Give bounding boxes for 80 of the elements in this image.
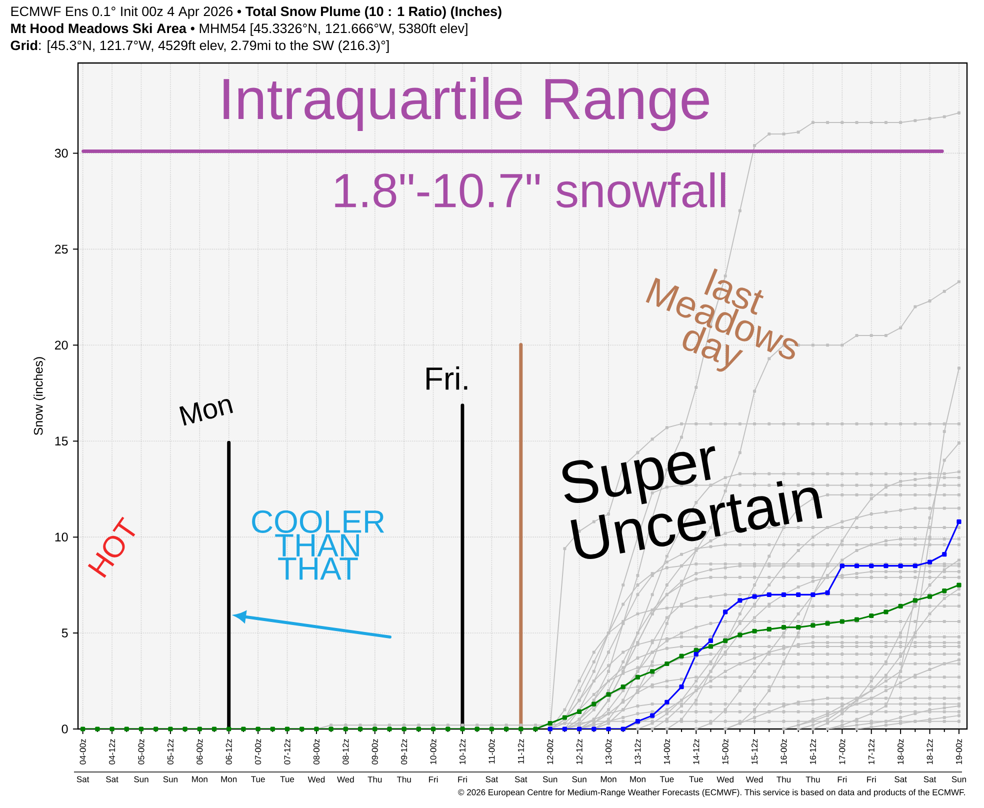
x-tick-label: 08-12z — [342, 739, 349, 764]
text: Tue — [689, 776, 703, 782]
text: Wed — [308, 776, 325, 783]
x-tick-label: 04-00z — [80, 739, 86, 764]
y-tick-label: 5 — [62, 628, 68, 638]
x-tick-label: 11-00z — [488, 739, 495, 764]
x-tick-label: 14-00z — [664, 739, 670, 764]
y-tick-label: 25 — [55, 244, 68, 254]
text: Fri — [838, 776, 847, 782]
text: Sun — [542, 776, 558, 782]
text: Sun — [952, 776, 966, 782]
annotation: 1.8"-10.7" snowfall — [335, 172, 726, 208]
x-tick-label: 06-12z — [226, 739, 232, 764]
x-tick-label: 15-00z — [722, 739, 728, 764]
chart-title: ECMWF Ens 0.1° Init 00z 4 Apr 2026 • Total Snow Plume (10 : 1 Ratio) (Inches) — [11, 6, 502, 19]
text: Wed — [337, 776, 354, 783]
x-tick-label: 04-12z — [109, 739, 116, 764]
annotation: COOLER THAN THAT — [252, 510, 384, 580]
x-tick-label: 16-00z — [780, 739, 787, 764]
text: Fri — [429, 776, 438, 782]
text: Sat — [486, 776, 498, 782]
y-tick-label: 10 — [55, 532, 68, 542]
text: © 2026 European Centre for Medium-Range Weather Forecasts (ECMWF). This service is based on data and products of the ECMWF. — [458, 789, 965, 797]
x-tick-label: 10-00z — [430, 739, 436, 764]
x-tick-label: 11-12z — [518, 739, 524, 764]
x-tick-label: 09-00z — [372, 739, 378, 764]
text: Sat — [514, 776, 528, 782]
text: Fri — [458, 776, 467, 782]
x-tick-label: 05-00z — [138, 739, 144, 764]
text: Sat — [106, 776, 118, 782]
x-tick-label: 18-00z — [898, 739, 904, 764]
y-tick-label: 30 — [54, 148, 68, 158]
y-tick-label: 0 — [62, 724, 68, 734]
text: Sun — [572, 776, 586, 782]
x-tick-label: 10-12z — [459, 739, 466, 764]
text: Mon — [630, 776, 646, 782]
ref-line-label: Mon — [179, 399, 234, 426]
text: Sat — [924, 776, 936, 782]
x-tick-label: 12-12z — [576, 739, 582, 764]
ref-line-label: Intraquartile Range — [224, 76, 709, 132]
y-tick-label: 20 — [55, 340, 68, 350]
y-tick-label: 15 — [55, 436, 68, 446]
x-tick-label: 06-00z — [196, 739, 203, 764]
text: Tue — [660, 776, 674, 782]
text: Tue — [280, 776, 294, 782]
y-axis-title: Snow (inches) — [34, 357, 46, 436]
x-tick-label: 09-12z — [401, 739, 408, 764]
x-tick-label: 15-12z — [752, 739, 758, 764]
text: Fri — [867, 776, 876, 782]
text: Mon — [221, 776, 237, 782]
text: Sun — [163, 776, 178, 782]
x-tick-label: 14-12z — [693, 739, 700, 764]
x-tick-label: 05-12z — [167, 739, 174, 764]
text: Thu — [806, 776, 820, 783]
text: Wed — [746, 776, 763, 783]
x-tick-label: 08-00z — [313, 739, 320, 764]
x-tick-label: 19-00z — [956, 739, 962, 764]
x-tick-label: 17-12z — [868, 739, 874, 764]
x-tick-label: 16-12z — [810, 739, 816, 764]
chart-subtitle: Mt Hood Meadows Ski Area • MHM54 [45.3326°N, 121.666°W, 5380ft elev] — [11, 23, 468, 36]
text: Grid: [45.3°N, 121.7°W, 4529ft elev, 2.79mi to the SW (216.3)°] — [10, 40, 389, 53]
text: Mon — [192, 776, 208, 782]
text: Thu — [396, 776, 411, 783]
text: Mon — [600, 776, 616, 782]
text: Tue — [251, 776, 265, 782]
x-tick-label: 17-00z — [839, 739, 846, 764]
x-tick-label: 13-12z — [634, 739, 641, 764]
text: Thu — [776, 776, 791, 783]
text: Thu — [368, 776, 382, 783]
x-tick-label: 13-00z — [606, 739, 612, 764]
annotation: Super Uncertain — [562, 446, 822, 560]
text: Wed — [716, 776, 734, 783]
x-tick-label: 07-12z — [284, 739, 290, 764]
x-tick-label: 18-12z — [926, 739, 933, 764]
ref-line-label: Fri. — [426, 366, 468, 390]
x-tick-label: 12-00z — [547, 739, 554, 764]
text: Sat — [76, 776, 90, 782]
text: Sat — [894, 776, 907, 782]
x-tick-label: 07-00z — [255, 739, 262, 764]
text: Sun — [134, 776, 148, 782]
